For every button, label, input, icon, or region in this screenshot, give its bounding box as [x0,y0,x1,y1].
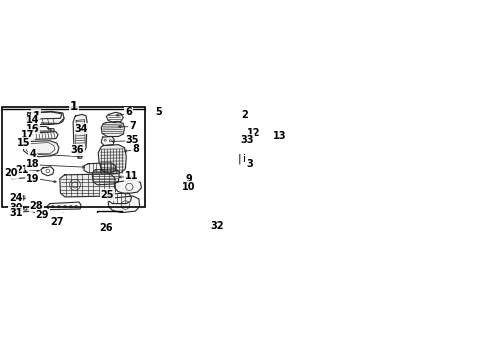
Text: 8: 8 [132,144,139,154]
Polygon shape [29,132,58,140]
Polygon shape [98,145,126,174]
Text: 19: 19 [26,174,40,184]
Polygon shape [64,219,84,226]
Text: 7: 7 [129,121,136,131]
Bar [232,152,252,164]
Polygon shape [101,121,124,136]
Text: 30: 30 [9,203,22,213]
Polygon shape [60,174,115,197]
Text: 3: 3 [246,159,253,169]
Text: 25: 25 [101,190,114,200]
Text: 34: 34 [75,123,88,134]
Text: 33: 33 [240,135,253,144]
Text: 24: 24 [9,193,22,203]
Polygon shape [157,111,170,121]
Text: 32: 32 [210,221,224,231]
Polygon shape [26,111,64,125]
Text: 4: 4 [29,149,36,159]
Polygon shape [107,193,131,203]
Text: 15: 15 [17,138,30,148]
Text: |: | [237,154,241,164]
Text: 10: 10 [182,182,195,192]
Polygon shape [194,129,232,189]
Text: 6: 6 [125,107,132,117]
Text: 36: 36 [70,145,83,155]
Text: 35: 35 [125,135,139,144]
Polygon shape [84,163,115,173]
Polygon shape [108,196,139,213]
Text: 21: 21 [15,165,28,175]
Text: 31: 31 [9,208,22,218]
Polygon shape [73,114,87,153]
Text: i: i [243,154,246,164]
Polygon shape [236,113,253,126]
Polygon shape [114,180,141,194]
Text: 29: 29 [36,210,49,220]
Text: 13: 13 [272,131,285,141]
Text: 26: 26 [99,223,112,233]
Text: 18: 18 [26,159,40,169]
Text: 17: 17 [21,130,35,140]
Polygon shape [23,141,59,157]
Text: 1: 1 [70,100,78,113]
Text: 16: 16 [26,123,40,134]
Text: 27: 27 [50,217,63,227]
Text: 28: 28 [29,201,43,211]
Polygon shape [47,202,81,210]
Text: 1: 1 [32,110,40,123]
Text: 2: 2 [240,111,247,120]
Text: 5: 5 [155,107,162,117]
Bar [97,211,122,227]
Text: 1: 1 [70,100,78,113]
Polygon shape [101,136,114,145]
Text: 11: 11 [124,171,138,181]
Text: 20: 20 [5,168,18,178]
Polygon shape [92,169,119,185]
Text: 9: 9 [185,174,192,184]
Text: 14: 14 [26,116,40,126]
Polygon shape [162,132,195,183]
Text: 12: 12 [246,129,260,139]
